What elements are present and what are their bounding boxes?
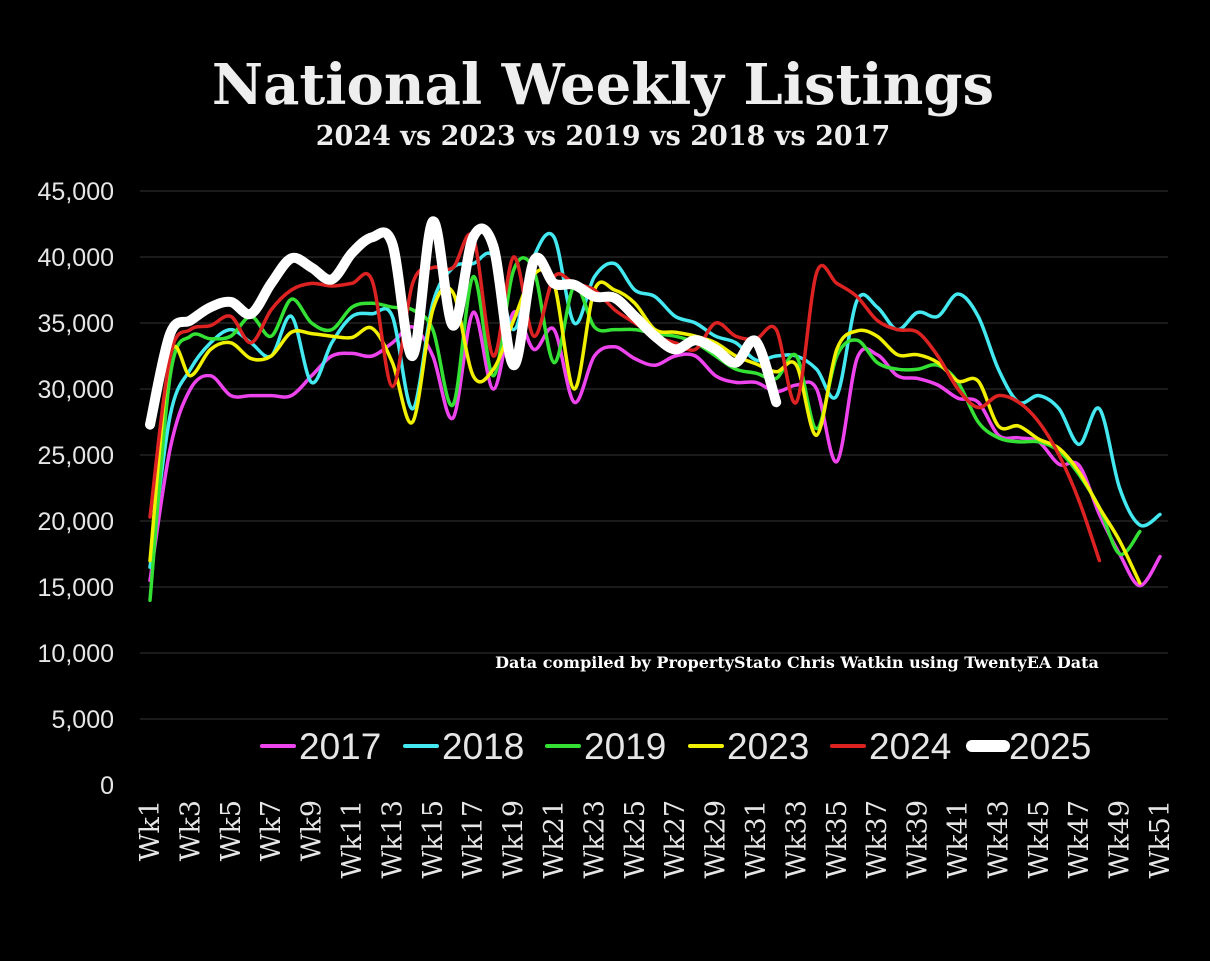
x-tick-label: Wk13 (377, 800, 408, 878)
y-tick-label: 15,000 (38, 574, 114, 602)
legend: 2017 2018 2019 2023 2024 2025 (260, 726, 1091, 767)
x-tick-label: Wk49 (1105, 800, 1136, 878)
y-axis-ticks: 0 5,000 10,000 15,000 20,000 25,000 30,000 35,0… (38, 178, 114, 800)
x-axis-ticks: Wk1 Wk3 Wk5 Wk7 Wk9 Wk11 Wk13 Wk15 Wk17 Wk19 Wk21 W… (135, 800, 1176, 878)
x-tick-label: Wk35 (822, 800, 853, 878)
y-tick-label: 45,000 (38, 178, 114, 206)
gridlines (140, 190, 1168, 720)
x-tick-label: Wk11 (337, 800, 368, 878)
series-line-2025 (145, 216, 782, 430)
legend-label-2023: 2023 (727, 726, 809, 767)
y-tick-label: 5,000 (51, 706, 114, 734)
x-tick-label: Wk43 (983, 800, 1014, 878)
legend-label-2017: 2017 (299, 726, 381, 767)
y-tick-label: 35,000 (38, 310, 114, 338)
chart-subtitle: 2024 vs 2023 vs 2019 vs 2018 vs 2017 (316, 121, 891, 152)
series-line-2024 (148, 232, 1102, 563)
legend-label-2018: 2018 (442, 726, 524, 767)
legend-label-2024: 2024 (869, 726, 951, 767)
series-line-2023 (148, 267, 1142, 585)
x-tick-label: Wk7 (256, 800, 287, 861)
x-tick-label: Wk23 (579, 800, 610, 878)
x-tick-label: Wk25 (620, 800, 651, 878)
legend-label-2019: 2019 (584, 726, 666, 767)
x-tick-label: Wk47 (1064, 800, 1095, 878)
x-tick-label: Wk45 (1024, 800, 1055, 878)
x-tick-label: Wk1 (135, 800, 166, 861)
source-annotation: Data compiled by PropertyStato Chris Wat… (495, 653, 1099, 672)
y-tick-label: 30,000 (38, 376, 114, 404)
y-tick-label: 0 (100, 772, 114, 800)
x-tick-label: Wk15 (418, 800, 449, 878)
x-tick-label: Wk29 (701, 800, 732, 878)
chart-title: National Weekly Listings (212, 52, 994, 118)
x-tick-label: Wk39 (903, 800, 934, 878)
x-tick-label: Wk33 (781, 800, 812, 878)
series-lines (145, 216, 1162, 602)
series-line-2017 (148, 310, 1162, 588)
x-tick-label: Wk5 (216, 800, 247, 861)
y-tick-label: 25,000 (38, 442, 114, 470)
legend-label-2025: 2025 (1009, 726, 1091, 767)
x-tick-label: Wk37 (862, 800, 893, 878)
x-tick-label: Wk9 (297, 800, 328, 861)
x-tick-label: Wk17 (458, 800, 489, 878)
series-line-2019 (148, 256, 1142, 602)
x-tick-label: Wk31 (741, 800, 772, 878)
x-tick-label: Wk3 (175, 800, 206, 861)
y-tick-label: 20,000 (38, 508, 114, 536)
x-tick-label: Wk19 (499, 800, 530, 878)
x-tick-label: Wk41 (943, 800, 974, 878)
series-line-2018 (148, 231, 1162, 569)
x-tick-label: Wk21 (539, 800, 570, 878)
y-tick-label: 10,000 (38, 640, 114, 668)
x-tick-label: Wk27 (660, 800, 691, 878)
y-tick-label: 40,000 (38, 244, 114, 272)
x-tick-label: Wk51 (1145, 800, 1176, 878)
